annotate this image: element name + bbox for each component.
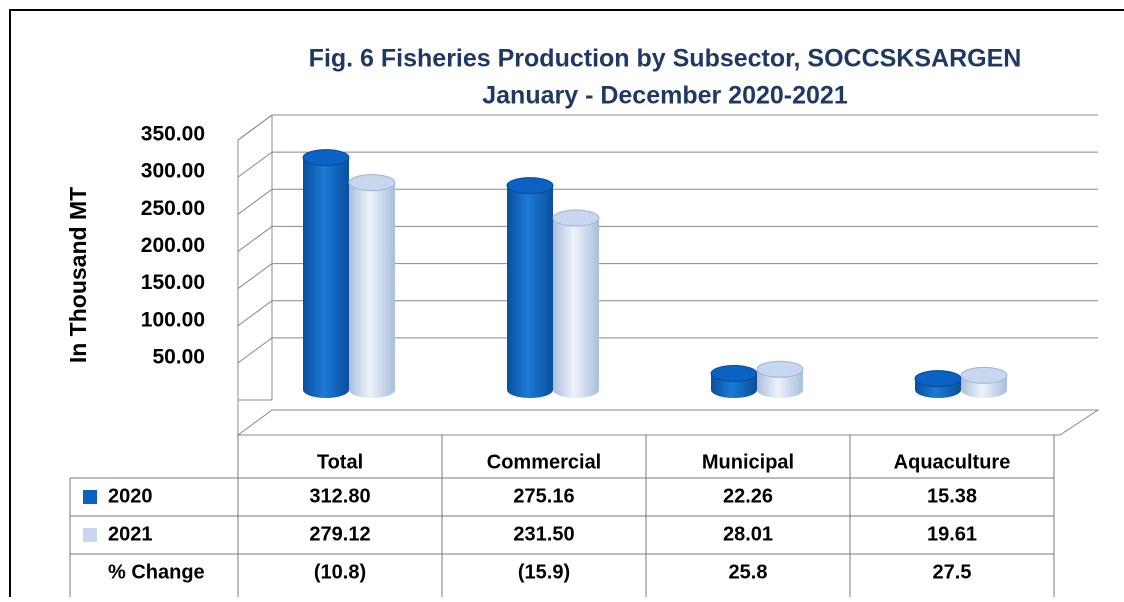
legend-swatch <box>83 490 97 504</box>
grid-line-side <box>237 226 273 252</box>
bar-body <box>507 185 553 390</box>
y-tick-label: 100.00 <box>141 308 205 331</box>
bar-top <box>506 177 554 195</box>
bars <box>302 149 1008 398</box>
grid-line-side <box>237 300 273 327</box>
table-change: (15.9) <box>518 561 570 583</box>
table-change: 25.8 <box>729 561 768 583</box>
y-tick-label: 250.00 <box>141 197 205 220</box>
bar <box>914 370 962 398</box>
bar-top <box>960 366 1008 384</box>
bar <box>302 149 350 398</box>
table-value: 275.16 <box>513 485 574 507</box>
grid-line-side <box>237 151 273 178</box>
table-value: 28.01 <box>723 523 773 545</box>
x-tick-label: Municipal <box>702 451 794 473</box>
table-change: (10.8) <box>314 561 366 583</box>
bar-body <box>553 218 599 390</box>
y-tick-label: 200.00 <box>141 234 205 257</box>
table-value: 279.12 <box>309 523 370 545</box>
chart-subtitle: January - December 2020-2021 <box>482 82 848 110</box>
x-tick-label: Commercial <box>487 451 602 473</box>
bar-bottom <box>711 382 757 398</box>
bar-bottom <box>757 382 803 398</box>
bar <box>756 360 804 398</box>
grid-line-side <box>237 188 273 215</box>
floor <box>236 409 1100 436</box>
legend-label: 2020 <box>108 485 153 507</box>
table-value: 19.61 <box>927 523 977 545</box>
grid-line-side <box>237 263 273 289</box>
bar-top <box>914 370 962 388</box>
bar <box>552 209 600 398</box>
y-axis-label: In Thousand MT <box>65 187 91 363</box>
bar-bottom <box>507 382 553 398</box>
x-tick-label: Aquaculture <box>894 451 1011 473</box>
bar-bottom <box>961 382 1007 398</box>
bar <box>506 177 554 398</box>
bar-top <box>302 149 350 167</box>
table-value: 22.26 <box>723 485 773 507</box>
legend-label: 2021 <box>108 523 153 545</box>
table-value: 231.50 <box>513 523 574 545</box>
bar-top <box>710 364 758 382</box>
bar-bottom <box>349 382 395 398</box>
change-label: % Change <box>108 561 205 583</box>
chart-title: Fig. 6 Fisheries Production by Subsector… <box>309 45 1022 73</box>
bar-body <box>349 182 395 390</box>
bar <box>710 364 758 398</box>
x-tick-label: Total <box>317 451 363 473</box>
bar-body <box>303 157 349 390</box>
y-tick-label: 50.00 <box>152 345 205 368</box>
bar-bottom <box>553 382 599 398</box>
table-value: 312.80 <box>309 485 370 507</box>
grid-line-side <box>237 337 273 364</box>
chart-border <box>9 9 1124 602</box>
legend-swatch <box>83 528 97 542</box>
bar-top <box>756 360 804 378</box>
table-value: 15.38 <box>927 485 977 507</box>
grid-line-side <box>237 114 273 141</box>
bar-top <box>552 209 600 227</box>
bar <box>348 174 396 398</box>
data-table: Total 312.80 279.12 (10.8) Commercial 275.16 2… <box>69 435 1055 597</box>
y-tick-label: 150.00 <box>141 271 205 294</box>
y-tick-label: 300.00 <box>141 160 205 183</box>
bar <box>960 366 1008 398</box>
grid: 50.00 100.00 150.00 200.00 250.00 300.00 350.0… <box>141 114 1098 368</box>
bar-bottom <box>303 382 349 398</box>
table-change: 27.5 <box>933 561 972 583</box>
y-tick-label: 350.00 <box>141 123 205 146</box>
bar-top <box>348 174 396 192</box>
